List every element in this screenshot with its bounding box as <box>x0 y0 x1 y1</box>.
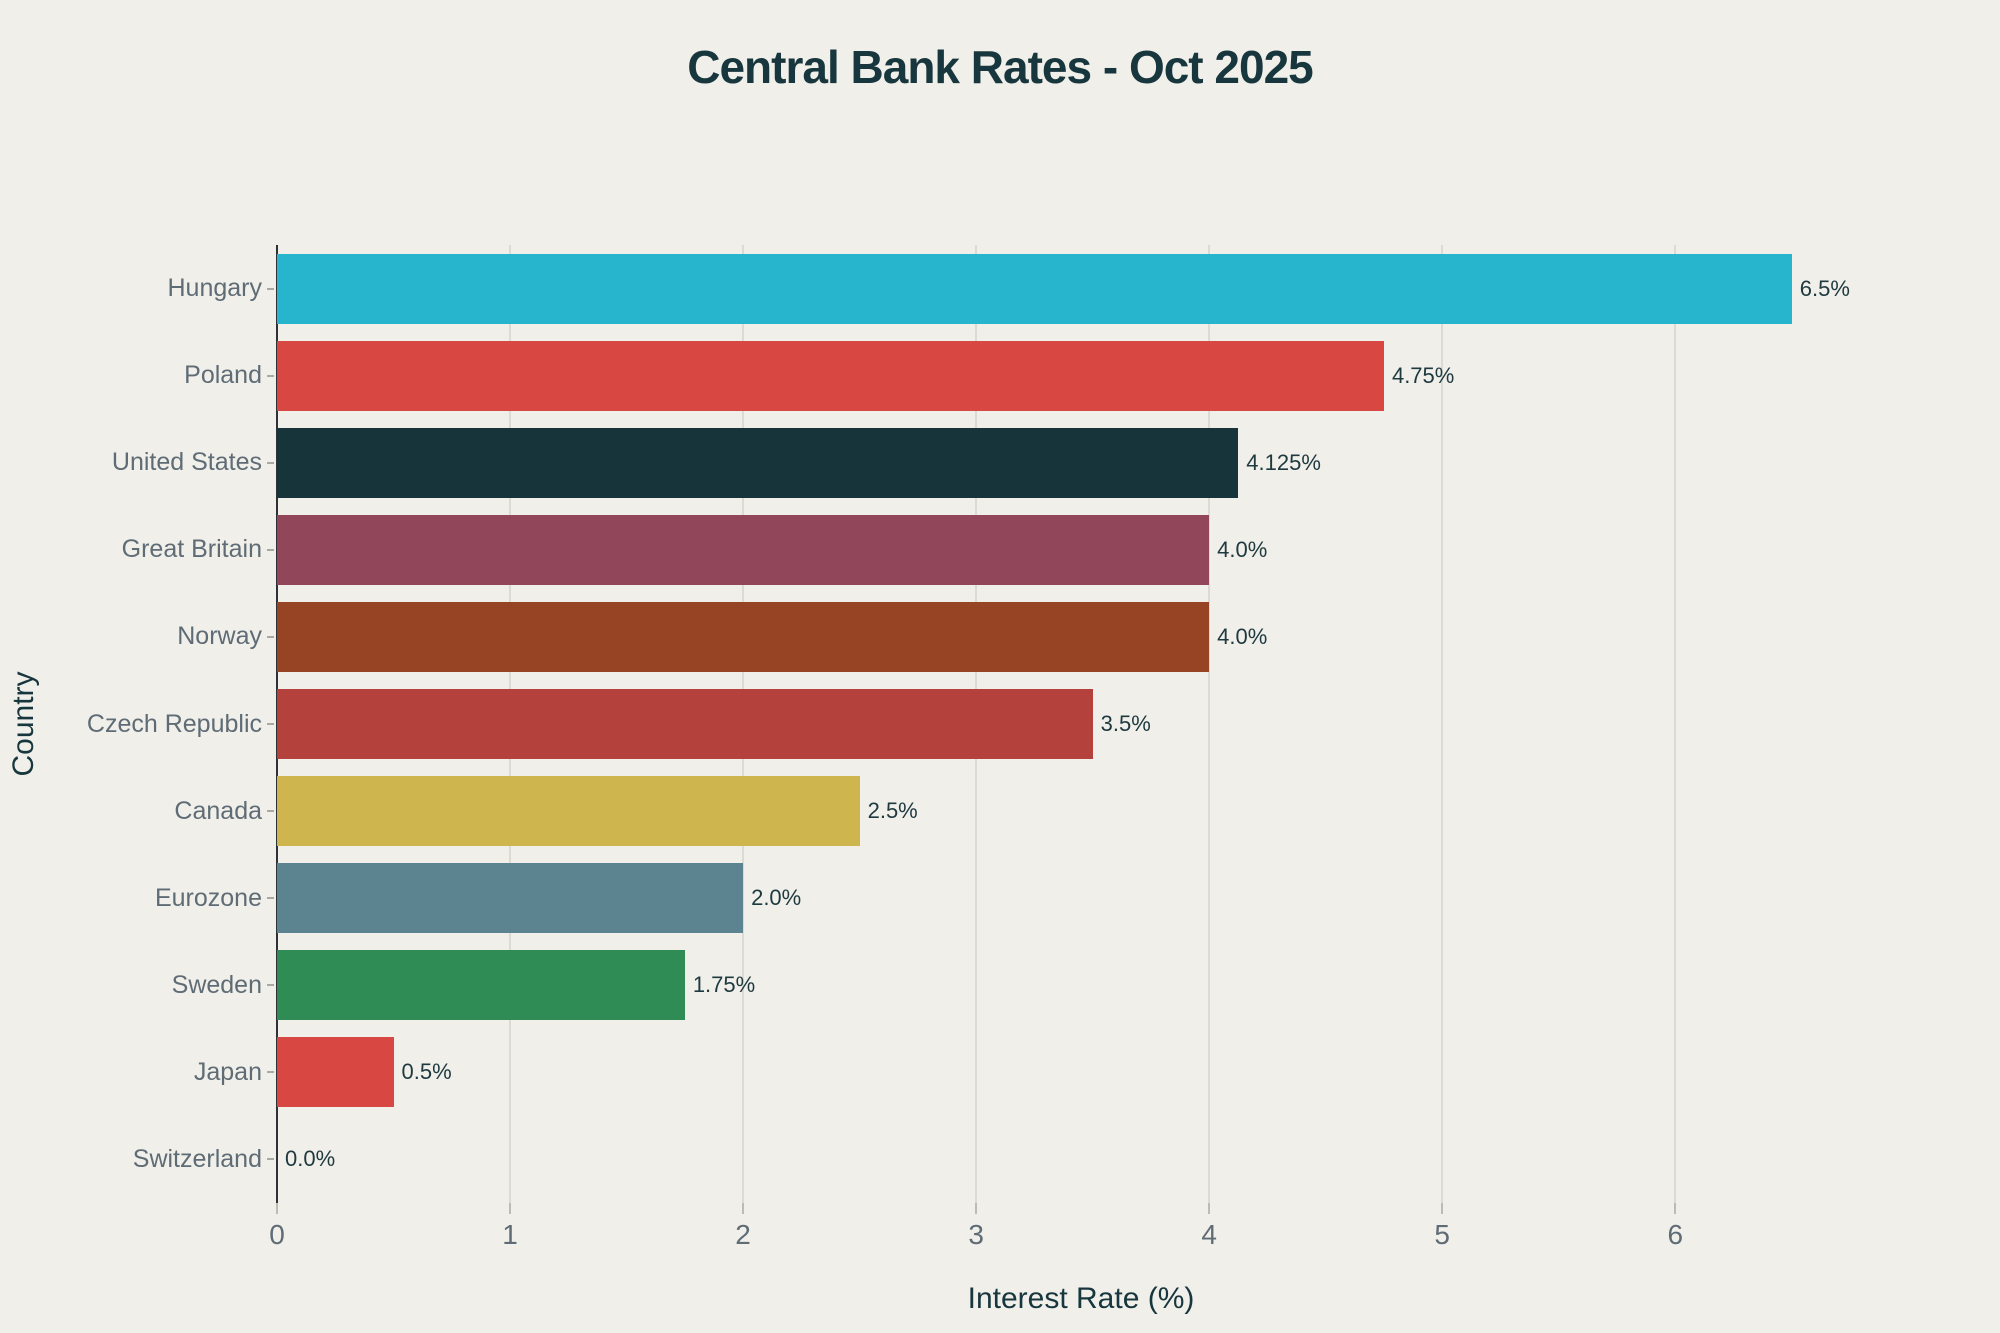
y-tick-mark <box>267 635 274 638</box>
x-tick-mark <box>1441 1203 1444 1214</box>
bar-sweden <box>277 950 685 1021</box>
x-tick-label: 2 <box>735 1219 751 1250</box>
y-tick-mark <box>267 897 274 900</box>
bar-value-label: 0.0% <box>285 1146 336 1172</box>
gridline <box>1208 245 1211 1203</box>
y-label-row: Great Britain <box>0 506 277 593</box>
bar-great-britain <box>277 514 1210 585</box>
y-label-switzerland: Switzerland <box>132 1144 262 1173</box>
x-tick-label: 6 <box>1667 1219 1684 1250</box>
bar-norway <box>277 601 1210 672</box>
y-tick-mark <box>267 461 274 464</box>
y-label-hungary: Hungary <box>167 274 263 303</box>
bar-value-label: 2.0% <box>751 885 802 911</box>
y-label-row: Eurozone <box>0 855 277 942</box>
bar-row: 0.5% <box>277 1029 1885 1116</box>
x-axis: 0 1 2 3 4 5 6 <box>269 1203 1885 1273</box>
y-tick-mark <box>267 374 274 377</box>
bar-eurozone <box>277 863 744 934</box>
x-tick-mark <box>1674 1203 1677 1214</box>
bar-row: 3.5% <box>277 680 1885 767</box>
x-tick-label: 4 <box>1201 1219 1217 1250</box>
bar-czech-republic <box>277 689 1093 760</box>
y-label-row: Sweden <box>0 942 277 1029</box>
bar-rows: 6.5% 4.75% 4.125% 4.0% 4.0% 3.5% 2.5% 2.0% 1.75%… <box>277 245 1885 1203</box>
bar-value-label: 4.0% <box>1217 623 1268 649</box>
bar-japan <box>277 1037 394 1108</box>
y-tick-mark <box>267 723 274 726</box>
y-label-czech-republic: Czech Republic <box>86 709 262 738</box>
bar-value-label: 2.5% <box>867 798 918 824</box>
y-tick-mark <box>267 810 274 813</box>
y-label-norway: Norway <box>177 622 262 651</box>
y-label-japan: Japan <box>193 1057 262 1086</box>
chart-title: Central Bank Rates - Oct 2025 <box>687 41 1314 93</box>
bar-value-label: 0.5% <box>401 1059 452 1085</box>
bar-row: 2.0% <box>277 855 1885 942</box>
y-tick-mark <box>267 1071 274 1074</box>
bar-row: 1.75% <box>277 942 1885 1029</box>
bar-hungary <box>277 253 1792 324</box>
x-tick-label: 0 <box>269 1219 285 1250</box>
bar-value-label: 3.5% <box>1100 711 1151 737</box>
y-label-united-states: United States <box>111 448 262 477</box>
plot-area: 6.5% 4.75% 4.125% 4.0% 4.0% 3.5% 2.5% 2.0% 1.75%… <box>276 245 1885 1203</box>
y-tick-mark <box>267 984 274 987</box>
bar-value-label: 4.75% <box>1391 362 1455 388</box>
y-tick-mark <box>267 1158 274 1161</box>
y-label-row: United States <box>0 419 277 506</box>
y-label-row: Norway <box>0 593 277 680</box>
y-label-row: Poland <box>0 332 277 419</box>
x-tick-mark <box>276 1203 278 1214</box>
bar-row: 4.0% <box>277 506 1885 593</box>
y-label-row: Switzerland <box>0 1116 277 1203</box>
y-label-row: Canada <box>0 768 277 855</box>
y-label-canada: Canada <box>174 796 262 825</box>
y-label-row: Japan <box>0 1029 277 1116</box>
x-tick-label: 1 <box>502 1219 518 1250</box>
bar-value-label: 4.125% <box>1246 449 1321 475</box>
bar-value-label: 4.0% <box>1217 536 1268 562</box>
x-tick-mark <box>975 1203 978 1214</box>
gridline <box>1674 245 1677 1203</box>
x-axis-title: Interest Rate (%) <box>967 1282 1195 1315</box>
x-tick-mark <box>742 1203 745 1214</box>
bar-poland <box>277 340 1384 411</box>
bar-row: 6.5% <box>277 245 1885 332</box>
y-label-sweden: Sweden <box>171 970 262 999</box>
x-tick-label: 3 <box>968 1219 984 1250</box>
y-axis-labels: Hungary Poland United States Great Britain N… <box>0 245 277 1203</box>
y-label-poland: Poland <box>184 361 262 390</box>
gridline <box>1441 245 1444 1203</box>
y-label-eurozone: Eurozone <box>154 883 262 912</box>
y-tick-mark <box>267 287 274 290</box>
y-label-row: Czech Republic <box>0 680 277 767</box>
x-tick-mark <box>1208 1203 1211 1214</box>
bar-row: 4.75% <box>277 332 1885 419</box>
bar-canada <box>277 776 860 847</box>
bar-row: 4.125% <box>277 419 1885 506</box>
bar-united-states <box>277 427 1239 498</box>
bar-row: 4.0% <box>277 593 1885 680</box>
bar-value-label: 6.5% <box>1799 275 1850 301</box>
y-label-row: Hungary <box>0 245 277 332</box>
x-tick-mark <box>509 1203 512 1214</box>
bar-row: 2.5% <box>277 768 1885 855</box>
x-tick-label: 5 <box>1434 1219 1450 1250</box>
y-tick-mark <box>267 548 274 551</box>
bar-value-label: 1.75% <box>692 972 756 998</box>
bar-row: 0.0% <box>277 1116 1885 1203</box>
y-label-great-britain: Great Britain <box>121 535 262 564</box>
